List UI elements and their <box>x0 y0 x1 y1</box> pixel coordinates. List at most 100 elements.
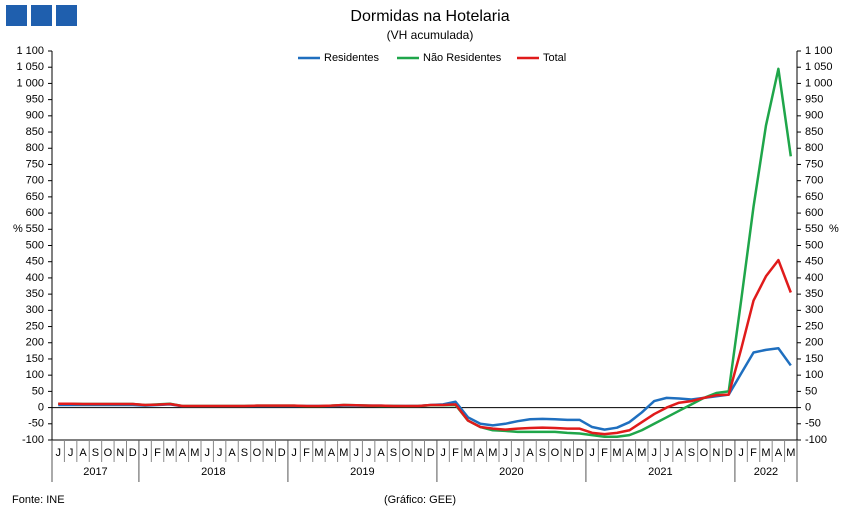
y2-tick-label: 550 <box>805 223 823 235</box>
y-tick-label: 900 <box>26 110 44 122</box>
x-tick-label: M <box>761 447 770 459</box>
y2-tick-label: 1 050 <box>805 61 833 73</box>
x-tick-label: S <box>92 447 99 459</box>
x-tick-label: J <box>55 447 61 459</box>
legend-label: Residentes <box>324 52 380 64</box>
x-tick-label: A <box>179 447 187 459</box>
x-tick-label: M <box>339 447 348 459</box>
x-tick-label: D <box>278 447 286 459</box>
year-label: 2021 <box>648 466 672 478</box>
y-tick-label: 850 <box>26 126 44 138</box>
source: Fonte: INE <box>12 494 65 506</box>
logo-square <box>56 5 77 26</box>
y-tick-label: 400 <box>26 272 44 284</box>
y-tick-label: -100 <box>22 434 44 446</box>
x-tick-label: M <box>786 447 795 459</box>
series-line <box>58 258 792 436</box>
x-tick-label: J <box>589 447 595 459</box>
y-tick-label: 750 <box>26 158 44 170</box>
year-label: 2020 <box>499 466 523 478</box>
x-tick-label: J <box>353 447 359 459</box>
y-tick-label: 350 <box>26 288 44 300</box>
y-tick-label: 700 <box>26 175 44 187</box>
x-tick-label: N <box>563 447 571 459</box>
y-tick-label: 50 <box>32 385 44 397</box>
x-tick-label: J <box>68 447 74 459</box>
y2-tick-label: -100 <box>805 434 827 446</box>
y2-tick-label: 750 <box>805 158 823 170</box>
x-tick-label: J <box>651 447 657 459</box>
logo-square <box>31 5 52 26</box>
y-tick-label: 1 050 <box>16 61 44 73</box>
x-tick-label: S <box>539 447 546 459</box>
y2-tick-label: 600 <box>805 207 823 219</box>
series-line <box>58 347 792 431</box>
y-tick-label: 800 <box>26 142 44 154</box>
y2-tick-label: 900 <box>805 110 823 122</box>
x-tick-label: S <box>688 447 695 459</box>
y2-tick-label: 150 <box>805 353 823 365</box>
x-tick-label: O <box>104 447 113 459</box>
x-tick-label: A <box>775 447 783 459</box>
y2-tick-label: 500 <box>805 239 823 251</box>
credit: (Gráfico: GEE) <box>384 494 456 506</box>
y2-tick-label: 950 <box>805 94 823 106</box>
x-tick-label: J <box>217 447 223 459</box>
x-tick-label: J <box>440 447 446 459</box>
y2-tick-label: 300 <box>805 304 823 316</box>
x-tick-label: O <box>402 447 411 459</box>
x-tick-label: J <box>142 447 148 459</box>
y2-tick-label: 400 <box>805 272 823 284</box>
x-tick-label: N <box>414 447 422 459</box>
x-tick-label: J <box>664 447 670 459</box>
x-tick-label: N <box>116 447 124 459</box>
x-tick-label: S <box>241 447 248 459</box>
x-tick-label: S <box>390 447 397 459</box>
x-tick-label: A <box>328 447 336 459</box>
chart-subtitle: (VH acumulada) <box>387 28 474 42</box>
x-tick-label: F <box>750 447 757 459</box>
x-tick-label: O <box>551 447 560 459</box>
y-tick-label: 550 <box>26 223 44 235</box>
x-tick-label: D <box>427 447 435 459</box>
y-tick-label: -50 <box>28 418 44 430</box>
y2-tick-label: 850 <box>805 126 823 138</box>
y-tick-label: 1 000 <box>16 77 44 89</box>
legend-label: Não Residentes <box>423 52 502 64</box>
x-tick-label: A <box>526 447 534 459</box>
y2-tick-label: 1 000 <box>805 77 833 89</box>
x-tick-label: M <box>190 447 199 459</box>
y-tick-label: 450 <box>26 256 44 268</box>
x-tick-label: M <box>488 447 497 459</box>
y-tick-label: 500 <box>26 239 44 251</box>
x-tick-label: D <box>576 447 584 459</box>
x-tick-label: D <box>725 447 733 459</box>
x-tick-label: M <box>463 447 472 459</box>
y2-tick-label: 700 <box>805 175 823 187</box>
x-tick-label: F <box>154 447 161 459</box>
y2-tick-label: -50 <box>805 418 821 430</box>
y-tick-label: 0 <box>38 401 44 413</box>
y2-tick-label: 50 <box>805 385 817 397</box>
x-tick-label: F <box>452 447 459 459</box>
logo-square <box>6 5 27 26</box>
y-tick-label: 600 <box>26 207 44 219</box>
x-tick-label: N <box>712 447 720 459</box>
y2-tick-label: 650 <box>805 191 823 203</box>
x-tick-label: F <box>601 447 608 459</box>
year-label: 2019 <box>350 466 374 478</box>
x-tick-label: J <box>291 447 297 459</box>
x-tick-label: M <box>165 447 174 459</box>
y-tick-label: 950 <box>26 94 44 106</box>
x-tick-label: N <box>265 447 273 459</box>
y-axis-label: % <box>13 223 23 235</box>
x-tick-label: A <box>626 447 634 459</box>
x-tick-label: A <box>477 447 485 459</box>
x-tick-label: A <box>228 447 236 459</box>
chart-title: Dormidas na Hotelaria <box>350 8 509 25</box>
x-tick-label: M <box>314 447 323 459</box>
x-tick-label: J <box>204 447 210 459</box>
x-tick-label: A <box>79 447 87 459</box>
x-tick-label: O <box>253 447 262 459</box>
